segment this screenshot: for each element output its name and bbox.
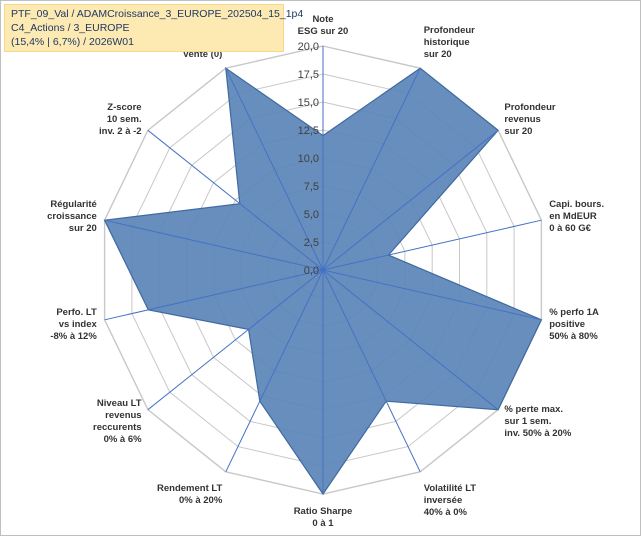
axis-label-line: sur 20 (424, 49, 452, 60)
tick-label: 15,0 (298, 97, 319, 109)
tick-label: 0,0 (304, 265, 319, 277)
axis-label-line: historique (424, 37, 470, 48)
axis-label-line: Profondeur (424, 25, 475, 36)
axis-spoke (322, 219, 542, 271)
axis-label-line: inversée (424, 495, 463, 506)
axis-label-line: 10 sem. (107, 114, 142, 125)
axis-label-line: positive (549, 319, 585, 330)
axis-spoke (147, 129, 324, 271)
tick-label: 10,0 (298, 153, 319, 165)
axis-label: % perte max. sur 1 sem. inv. 50% à 20% (504, 404, 571, 439)
axis-spoke (225, 67, 324, 271)
title-line-3: (15,4% | 6,7%) / 2026W01 (11, 36, 134, 48)
axis-label-line: Z-score (107, 102, 141, 113)
axis-label-line: reccurents (93, 422, 142, 433)
title-line-1: PTF_09_Val / ADAMCroissance_3_EUROPE_202… (11, 8, 304, 20)
axis-label-line: Régularité (50, 199, 96, 210)
axis-label-line: revenus (504, 114, 540, 125)
tick-label: 20,0 (298, 41, 319, 53)
axis-label-line: Niveau LT (97, 398, 142, 409)
axis-label-line: inv. 2 à -2 (99, 126, 142, 137)
axis-label-line: Capi. bours. (549, 199, 604, 210)
axis-label-line: -8% à 12% (50, 331, 97, 342)
axis-label-line: 50% à 80% (549, 331, 598, 342)
axis-label-line: 0 à 60 G€ (549, 223, 591, 234)
axis-label-line: % perte max. (504, 404, 563, 415)
axis-label-line: Rendement LT (157, 483, 222, 494)
axis-label-line: Profondeur (504, 102, 555, 113)
axis-label-line: 0% à 6% (104, 434, 143, 445)
axis-label-line: 0 à 1 (312, 518, 334, 529)
axis-label-line: Volatilité LT (424, 483, 477, 494)
axis-label: Niveau LT revenus reccurents 0% à 6% (93, 398, 142, 445)
axis-label: Rendement LT 0% à 20% (157, 483, 223, 506)
axis-label-line: ESG sur 20 (298, 26, 349, 37)
axis-label-line: 0% à 20% (179, 495, 223, 506)
tick-label: 2,5 (304, 237, 319, 249)
axis-label-line: % perfo 1A (549, 307, 599, 318)
axis-spoke (147, 269, 324, 411)
axis-label-line: Vente (0) (183, 49, 223, 60)
axis-spoke (104, 219, 324, 271)
tick-label: 17,5 (298, 69, 319, 81)
radar-tick-labels: 0,0 2,5 5,0 7,5 10,0 12,5 15,0 17,5 20,0 (298, 41, 319, 277)
axis-label-line: inv. 50% à 20% (504, 428, 571, 439)
axis-label-line: sur 1 sem. (504, 416, 551, 427)
radar-axes (104, 46, 542, 494)
axis-label-line: sur 20 (69, 223, 97, 234)
title-line-2: C4_Actions / 3_EUROPE (11, 22, 130, 34)
axis-label-line: croissance (47, 211, 97, 222)
axis-label-line: 40% à 0% (424, 507, 468, 518)
axis-spoke (322, 67, 421, 271)
axis-spoke (322, 129, 499, 271)
axis-label: Profondeur historique sur 20 (424, 25, 475, 60)
axis-label-line: revenus (105, 410, 141, 421)
axis-label: Régularité croissance sur 20 (47, 199, 97, 234)
chart-title-box: PTF_09_Val / ADAMCroissance_3_EUROPE_202… (4, 4, 303, 52)
axis-label: Profondeur revenus sur 20 (504, 102, 555, 137)
axis-label: Perfo. LT vs index -8% à 12% (50, 307, 97, 342)
axis-label: Volatilité LT inversée 40% à 0% (424, 483, 477, 518)
axis-spoke (322, 269, 499, 411)
axis-label-line: vs index (59, 319, 98, 330)
axis-label: % perfo 1A positive 50% à 80% (549, 307, 599, 342)
axis-label: Capi. bours. en MdEUR 0 à 60 G€ (549, 199, 604, 234)
tick-label: 5,0 (304, 209, 319, 221)
axis-label-line: Note (312, 14, 333, 25)
axis-label: Z-score 10 sem. inv. 2 à -2 (99, 102, 142, 137)
axis-label-line: en MdEUR (549, 211, 597, 222)
axis-label-line: Perfo. LT (56, 307, 97, 318)
axis-spoke (225, 269, 324, 473)
axis-label-line: sur 20 (504, 126, 532, 137)
axis-spoke (104, 269, 324, 321)
tick-label: 7,5 (304, 181, 319, 193)
axis-label: Ratio Sharpe 0 à 1 (294, 506, 353, 529)
axis-spoke (322, 269, 542, 321)
tick-label: 12,5 (298, 125, 319, 137)
axis-label-line: Ratio Sharpe (294, 506, 353, 517)
axis-spoke (322, 269, 421, 473)
axis-label: Note ESG sur 20 (298, 14, 349, 37)
